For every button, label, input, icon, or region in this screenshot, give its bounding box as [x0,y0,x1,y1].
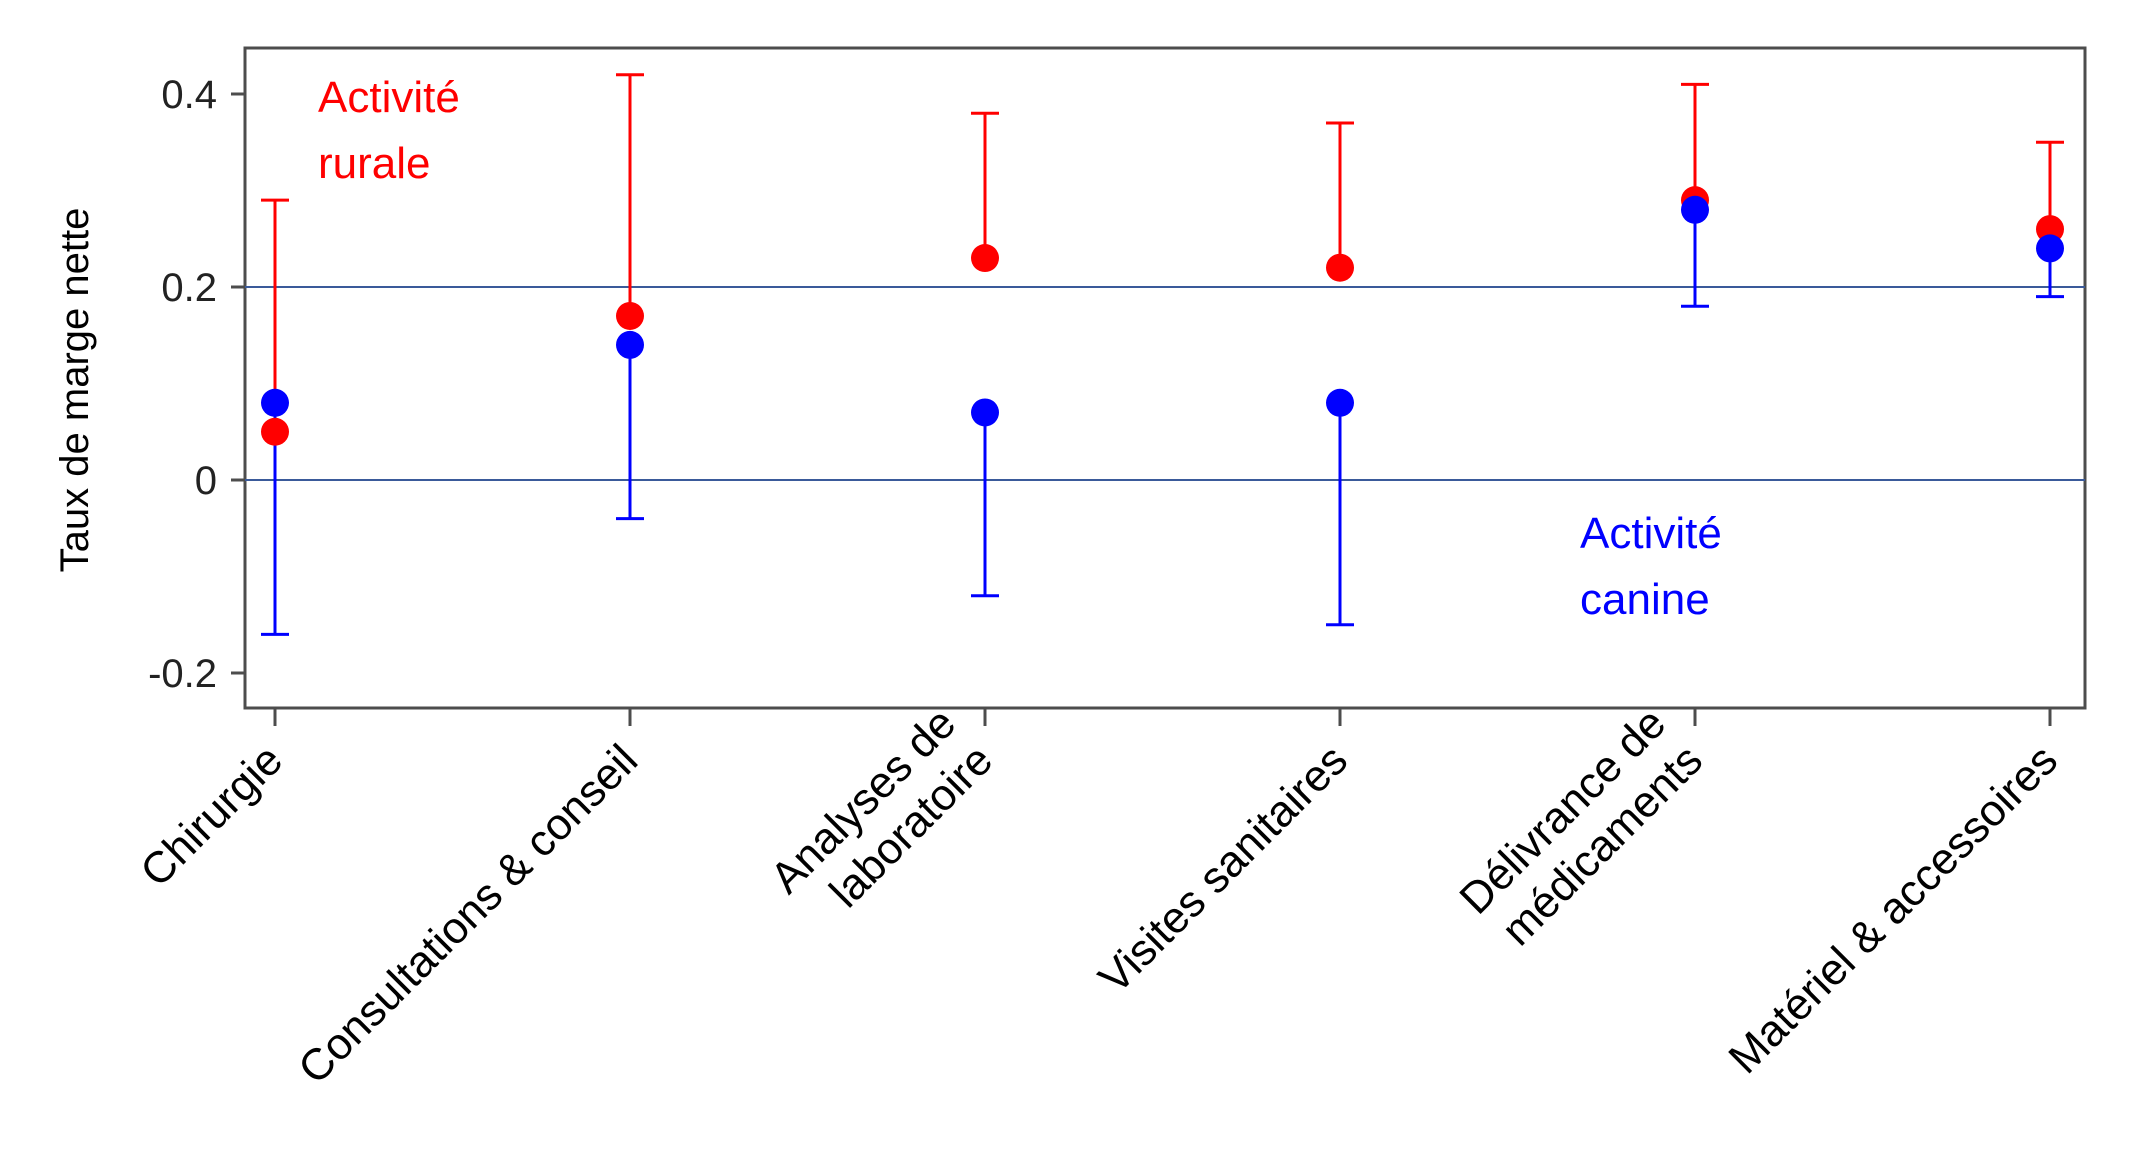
y-tick-label: 0.2 [161,266,217,310]
data-point-canine [2036,234,2064,263]
data-point-canine [261,388,289,417]
y-axis: 0.4 0.2 0 -0.2 [148,73,245,696]
x-tick-label-group: Visites sanitaires [1090,735,1358,1003]
data-point-canine [616,330,644,359]
data-point-rurale [2036,215,2064,244]
x-tick-label: Consultations & conseil [289,735,647,1093]
annotation-canine: Activité [1580,509,1722,558]
y-tick-label: 0.4 [161,73,217,117]
y-tick-label: -0.2 [148,652,217,696]
x-tick-label-group: Matériel & accessoires [1719,735,2067,1083]
x-tick-label: Chirurgie [131,735,292,896]
data-point-canine [1326,388,1354,417]
data-point-rurale [1326,253,1354,282]
x-tick-label: Visites sanitaires [1090,735,1358,1003]
series-canine [261,209,2064,636]
data-point-canine [971,398,999,427]
annotation-rurale: Activité [318,73,460,122]
y-axis-label: Taux de marge nette [53,208,97,573]
x-tick-label: Matériel & accessoires [1719,735,2067,1083]
data-point-canine [1681,195,1709,224]
data-point-rurale [616,301,644,330]
annotation-rurale: rurale [318,139,431,188]
reference-lines [245,286,2085,481]
y-tick-label: 0 [195,459,217,503]
x-tick-label-group: Chirurgie [131,735,292,896]
plot-area [243,46,2087,710]
annotation-canine: canine [1580,575,1710,624]
data-point-rurale [971,244,999,273]
annotations: Activité rurale Activité canine [318,73,1722,624]
x-tick-label-group: Consultations & conseil [289,735,647,1093]
series-layer [261,73,2064,636]
points-canine [261,195,2064,427]
data-point-rurale [261,417,289,446]
